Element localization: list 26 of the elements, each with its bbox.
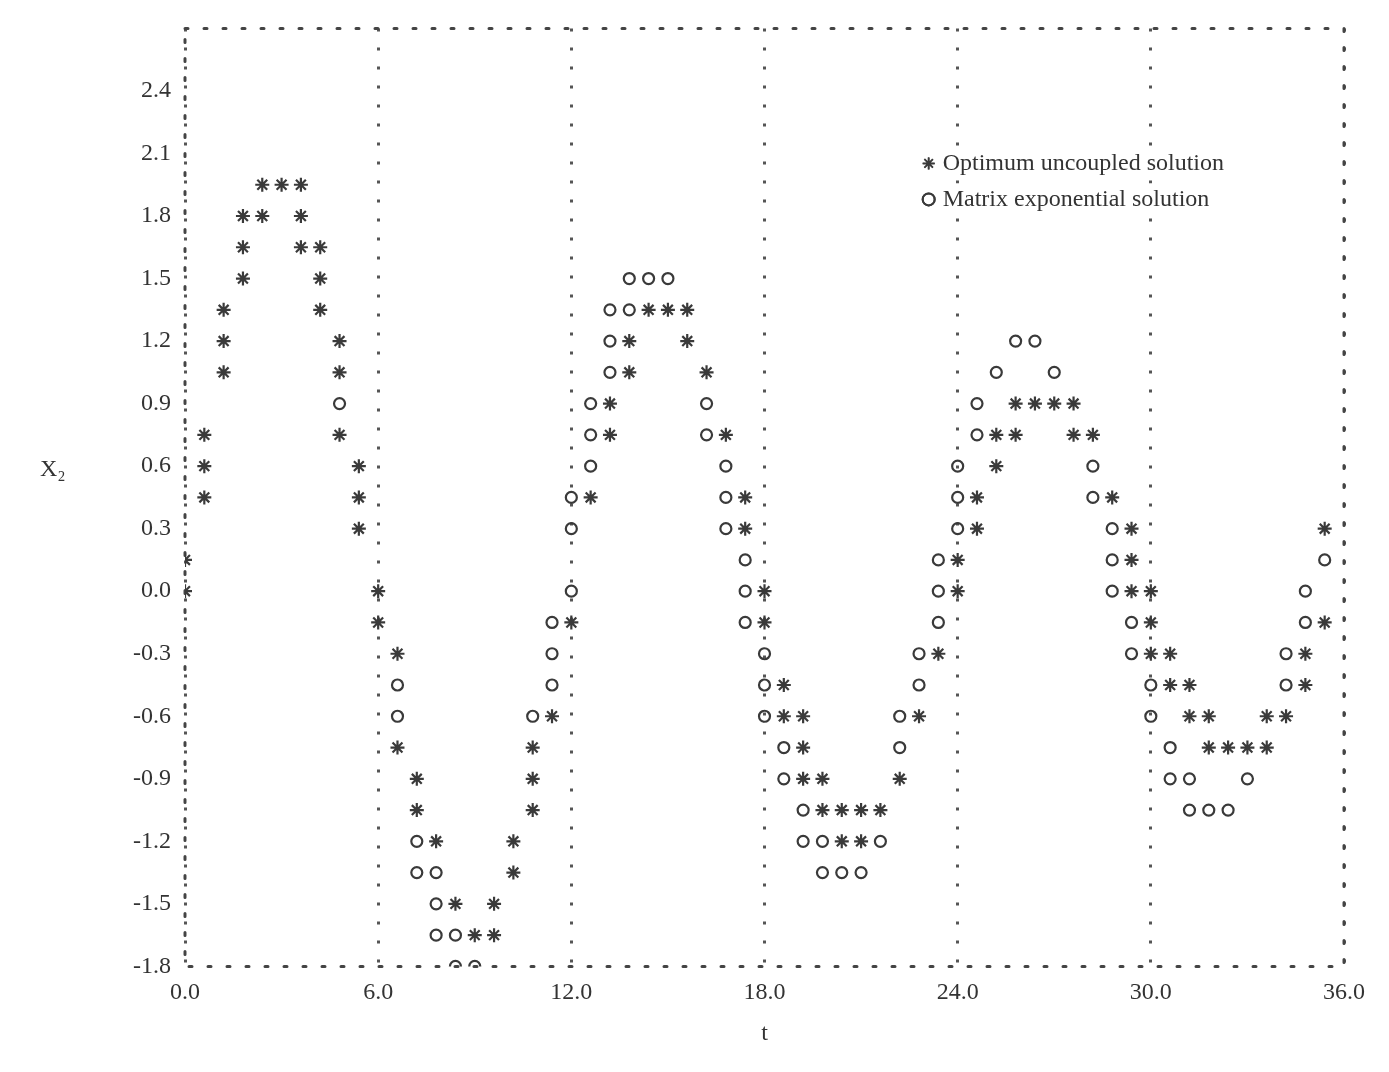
x-tick-label: 30.0: [1129, 978, 1172, 1005]
x-tick-label: 36.0: [1323, 978, 1365, 1005]
y-tick-label: 1.2: [141, 326, 171, 353]
y-tick-label: -0.6: [133, 701, 171, 728]
x-tick-label: 12.0: [550, 978, 593, 1005]
y-tick-label: -1.2: [133, 826, 171, 853]
x-tick-label: 18.0: [743, 978, 786, 1005]
x-tick-label: 0.0: [170, 978, 200, 1005]
y-tick-label: -0.9: [133, 764, 171, 791]
x-axis-title: t: [761, 1018, 769, 1045]
y-tick-label: -1.8: [133, 951, 171, 978]
y-tick-label: 0.6: [141, 451, 171, 478]
y-tick-label: -1.5: [133, 889, 171, 916]
y-tick-label: -0.3: [133, 639, 171, 666]
legend-label: Matrix exponential solution: [942, 184, 1210, 211]
y-tick-label: 2.4: [141, 76, 171, 103]
y-tick-label: 1.5: [141, 263, 171, 290]
y-tick-label: 0.9: [141, 388, 171, 415]
y-tick-label: 2.1: [141, 138, 171, 165]
y-tick-label: 0.3: [141, 513, 171, 540]
legend-label: Optimum uncoupled solution: [942, 148, 1225, 175]
y-axis-title: X₂: [40, 455, 66, 482]
y-tick-label: 1.8: [141, 201, 171, 228]
x-tick-label: 24.0: [936, 978, 979, 1005]
y-tick-label: 0.0: [141, 576, 171, 603]
x-tick-label: 6.0: [363, 978, 394, 1005]
